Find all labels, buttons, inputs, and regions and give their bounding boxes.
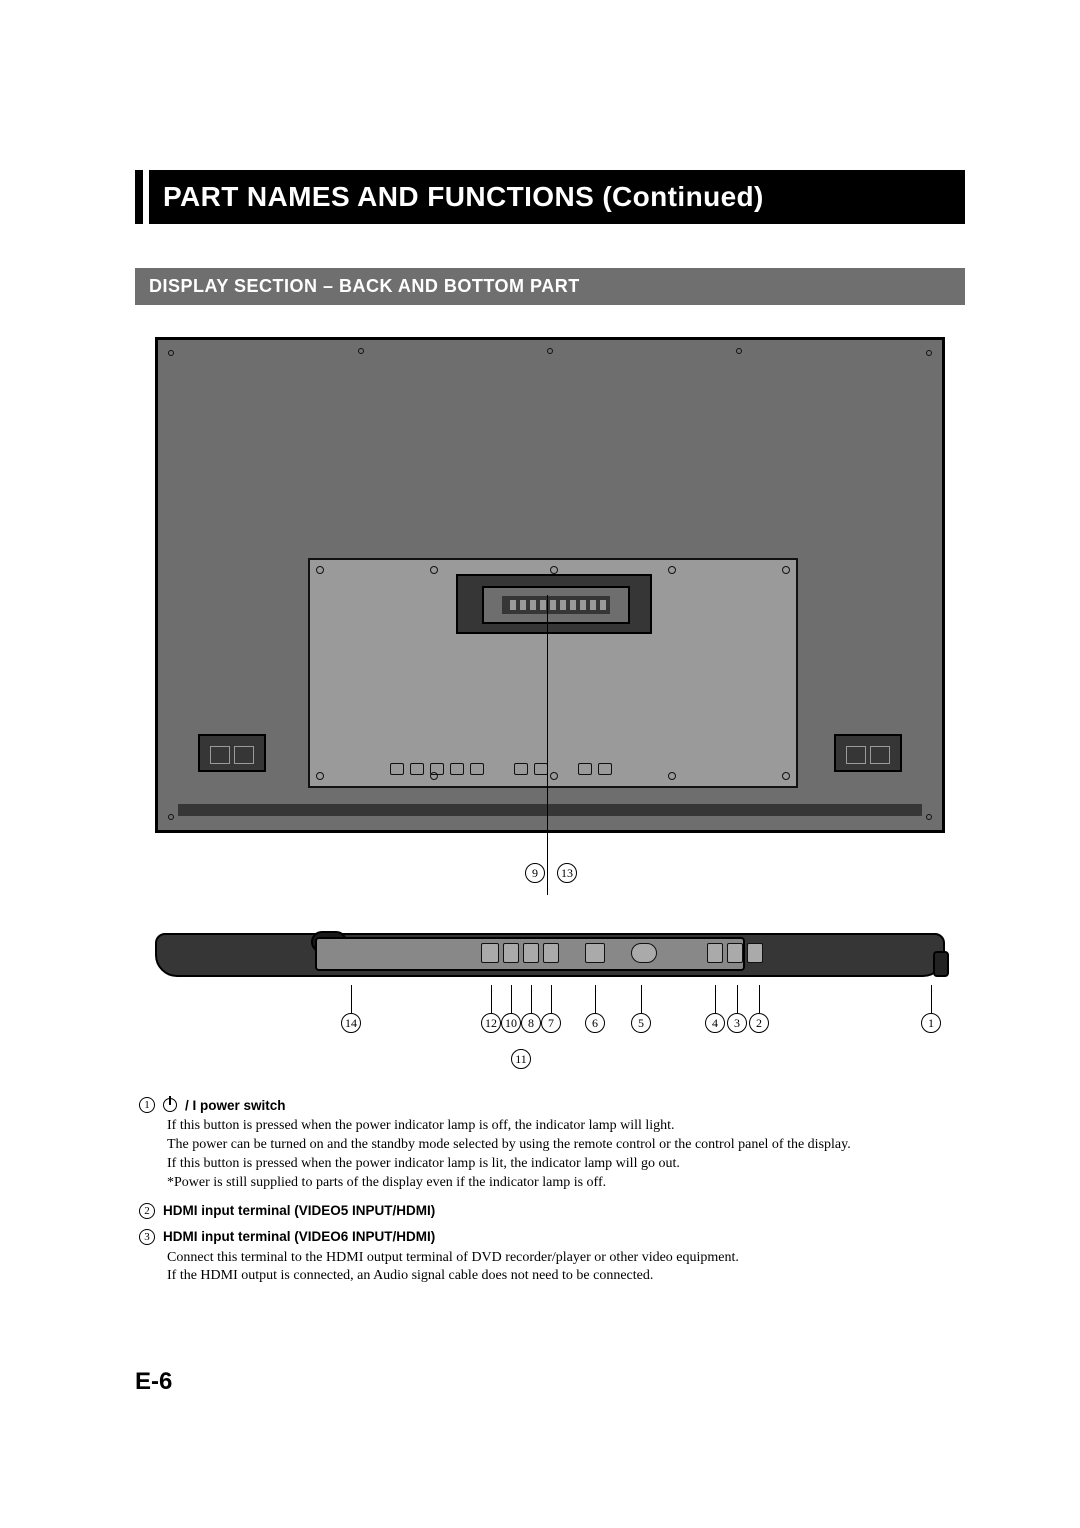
callout-14: 14 <box>341 1013 361 1033</box>
callout-4: 4 <box>705 1013 725 1033</box>
back-port-row <box>390 762 710 776</box>
desc-title: / I power switch <box>185 1098 286 1113</box>
callout-6: 6 <box>585 1013 605 1033</box>
desc-title: HDMI input terminal (VIDEO6 INPUT/HDMI) <box>163 1229 435 1244</box>
callout-11: 11 <box>511 1049 531 1069</box>
callout-7: 7 <box>541 1013 561 1033</box>
page-title-bar: PART NAMES AND FUNCTIONS (Continued) <box>135 170 965 224</box>
speaker-right <box>834 734 902 772</box>
upper-callouts: 9 13 <box>155 863 945 887</box>
tv-back-panel <box>155 337 945 833</box>
callout-10: 10 <box>501 1013 521 1033</box>
desc-num: 1 <box>139 1097 155 1113</box>
callout-13: 13 <box>557 863 577 883</box>
lower-callouts-row2: 11 <box>155 1049 945 1075</box>
lead-line-vent <box>547 595 548 895</box>
desc-item-1: 1 / I power switch If this button is pres… <box>139 1097 939 1193</box>
back-panel-diagram <box>155 337 945 833</box>
speaker-left <box>198 734 266 772</box>
callout-8: 8 <box>521 1013 541 1033</box>
vent-box <box>456 574 652 634</box>
callout-9: 9 <box>525 863 545 883</box>
descriptions: 1 / I power switch If this button is pres… <box>139 1097 939 1286</box>
desc-item-2: 2 HDMI input terminal (VIDEO5 INPUT/HDMI) <box>139 1203 939 1219</box>
desc-title: HDMI input terminal (VIDEO5 INPUT/HDMI) <box>163 1203 435 1218</box>
section-heading: DISPLAY SECTION – BACK AND BOTTOM PART <box>135 268 965 305</box>
desc-body: If this button is pressed when the power… <box>167 1117 939 1193</box>
bottom-strip <box>178 804 922 816</box>
power-switch-knob <box>933 951 949 977</box>
page-title: PART NAMES AND FUNCTIONS (Continued) <box>163 181 764 213</box>
callout-3: 3 <box>727 1013 747 1033</box>
desc-num: 2 <box>139 1203 155 1219</box>
lower-callouts: 14 121087 6 5 432 1 <box>155 985 945 1049</box>
desc-num: 3 <box>139 1229 155 1245</box>
page-number: E-6 <box>135 1368 172 1396</box>
callout-2: 2 <box>749 1013 769 1033</box>
title-stripe <box>135 170 149 224</box>
callout-1: 1 <box>921 1013 941 1033</box>
power-icon <box>163 1098 177 1112</box>
desc-body: Connect this terminal to the HDMI output… <box>167 1249 939 1287</box>
soundbar-diagram <box>155 915 945 985</box>
callout-5: 5 <box>631 1013 651 1033</box>
callout-12: 12 <box>481 1013 501 1033</box>
desc-item-3: 3 HDMI input terminal (VIDEO6 INPUT/HDMI)… <box>139 1229 939 1287</box>
